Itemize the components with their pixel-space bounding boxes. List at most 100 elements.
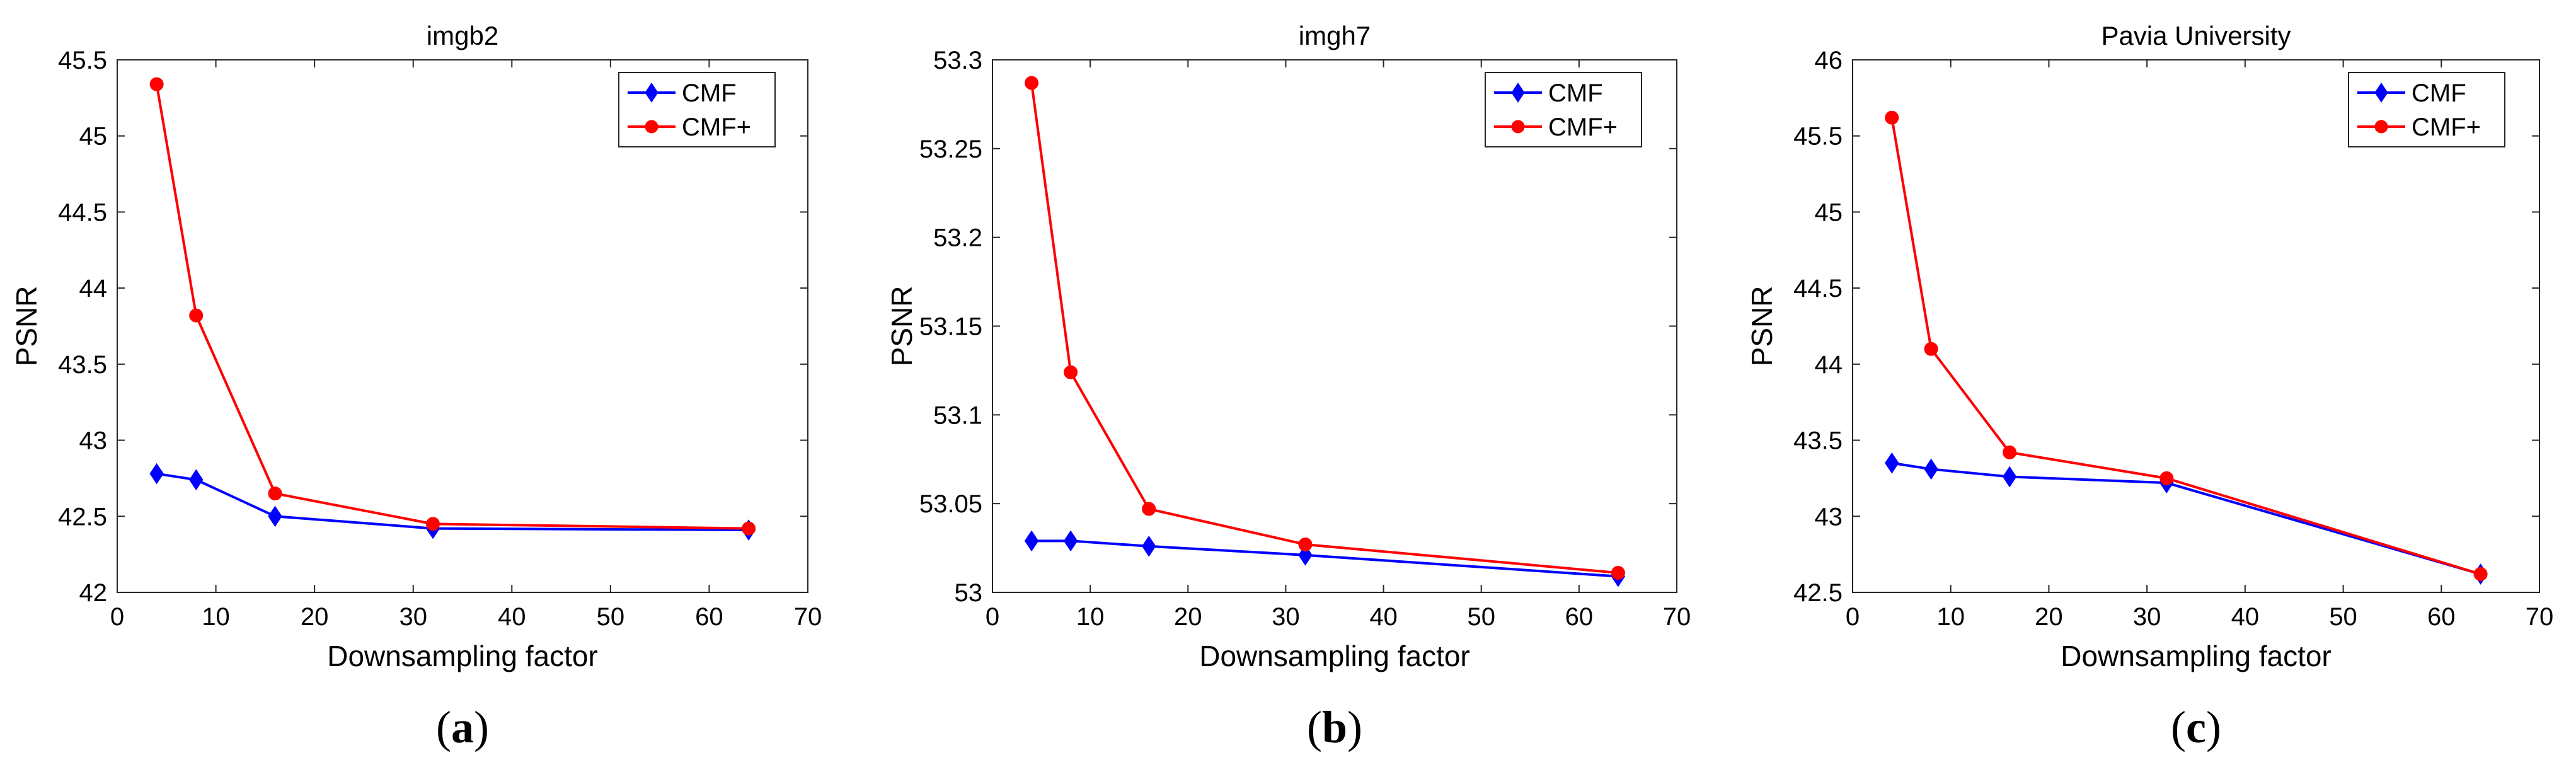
data-point-cmf-plus [1885, 110, 1899, 125]
y-tick-label: 53.25 [919, 135, 982, 163]
legend-label: CMF+ [2412, 113, 2481, 141]
y-tick-label: 53.15 [919, 313, 982, 341]
y-tick-label: 45.5 [58, 47, 107, 74]
x-axis-label: Downsampling factor [2061, 640, 2332, 672]
chart-title: Pavia University [2101, 21, 2291, 50]
legend-label: CMF [1548, 79, 1603, 107]
x-axis-label: Downsampling factor [1199, 640, 1470, 672]
chart-title: imgb2 [427, 21, 498, 50]
legend-label: CMF [682, 79, 737, 107]
data-point-cmf-plus [2159, 471, 2174, 485]
y-tick-label: 42.5 [58, 503, 107, 531]
data-point-cmf-plus [2473, 567, 2488, 582]
y-tick-label: 43 [79, 427, 108, 455]
subfigure-caption: (b) [1307, 702, 1362, 752]
y-tick-label: 53.1 [933, 401, 982, 429]
data-point-cmf-plus [189, 308, 204, 323]
legend-marker-circle-icon [645, 120, 658, 134]
x-tick-label: 30 [1272, 603, 1300, 631]
data-point-cmf-plus [742, 521, 756, 536]
subfigure-caption: (a) [436, 702, 489, 752]
data-point-cmf [1024, 530, 1039, 552]
y-tick-label: 42.5 [1793, 579, 1843, 607]
legend-marker-diamond-icon [2374, 83, 2388, 103]
y-axis-label: PSNR [1745, 286, 1778, 367]
chart-panel-b: 0 10 20 30 40 50 60 70 53 53.05 53.1 53.15 53.2 53.25… [885, 21, 1691, 752]
y-tick-label: 45 [1815, 199, 1843, 226]
y-tick-label: 42 [79, 579, 108, 607]
legend-marker-diamond-icon [1511, 83, 1525, 103]
legend-box [618, 72, 776, 147]
data-point-cmf [1885, 452, 1899, 474]
x-tick-label: 20 [1174, 603, 1202, 631]
x-tick-label: 40 [1369, 603, 1398, 631]
y-tick-label: 45 [79, 123, 108, 151]
data-point-cmf [1063, 530, 1078, 552]
data-point-cmf-plus [1611, 566, 1625, 580]
legend-label: CMF+ [1548, 113, 1618, 141]
data-point-cmf-plus [2003, 445, 2017, 459]
y-tick-label: 43.5 [1793, 427, 1843, 455]
x-tick-label: 50 [597, 603, 625, 631]
plot-area-frame [992, 59, 1677, 593]
legend-marker-circle-icon [2374, 120, 2388, 134]
y-axis-label: PSNR [885, 286, 918, 367]
data-point-cmf [1142, 535, 1156, 557]
data-point-cmf [189, 469, 204, 491]
x-tick-label: 30 [2133, 603, 2161, 631]
x-tick-label: 0 [986, 603, 999, 631]
chart-panel-a: 0 10 20 30 40 50 60 70 42 42.5 43 43.5 44 44.5 45 45.5 i… [10, 21, 822, 752]
y-tick-label: 44.5 [1793, 275, 1843, 302]
x-tick-label: 10 [202, 603, 230, 631]
y-tick-label: 46 [1815, 47, 1843, 74]
x-tick-label: 0 [1846, 603, 1860, 631]
legend-box [1485, 72, 1642, 147]
x-tick-label: 60 [2427, 603, 2456, 631]
subfigure-caption: (c) [2171, 702, 2221, 752]
data-point-cmf [268, 505, 282, 527]
y-tick-label: 45.5 [1793, 123, 1843, 151]
data-point-cmf-plus [1025, 76, 1039, 90]
x-tick-label: 10 [1936, 603, 1965, 631]
data-point-cmf [1924, 458, 1938, 480]
x-tick-label: 20 [2035, 603, 2063, 631]
data-point-cmf-plus [1924, 342, 1938, 356]
x-tick-label: 70 [794, 603, 822, 631]
y-tick-label: 53.2 [933, 224, 982, 252]
y-tick-label: 44 [79, 275, 108, 302]
x-tick-label: 40 [2231, 603, 2260, 631]
x-tick-label: 60 [695, 603, 723, 631]
legend-box [2348, 72, 2505, 147]
y-tick-label: 53.3 [933, 47, 982, 74]
plot-area-frame [117, 59, 808, 593]
y-tick-label: 43 [1815, 503, 1843, 531]
y-axis-label: PSNR [10, 286, 43, 367]
x-tick-label: 20 [301, 603, 329, 631]
x-tick-label: 30 [399, 603, 427, 631]
x-tick-label: 70 [2526, 603, 2554, 631]
data-point-cmf [149, 463, 164, 485]
legend-label: CMF [2412, 79, 2466, 107]
y-tick-label: 53.05 [919, 490, 982, 518]
x-tick-label: 50 [2329, 603, 2357, 631]
data-point-cmf-plus [1064, 365, 1078, 379]
y-tick-label: 44.5 [58, 199, 107, 226]
chart-panel-c: 0 10 20 30 40 50 60 70 42.5 43 43.5 44 44.5 45 45.5 46 P… [1745, 21, 2553, 752]
data-point-cmf-plus [1142, 502, 1156, 516]
x-tick-label: 50 [1467, 603, 1495, 631]
data-point-cmf-plus [426, 517, 440, 531]
legend-marker-circle-icon [1511, 120, 1525, 134]
x-axis-label: Downsampling factor [327, 640, 598, 672]
legend-marker-diamond-icon [645, 83, 658, 103]
data-point-cmf-plus [149, 77, 164, 91]
x-tick-label: 60 [1565, 603, 1594, 631]
x-tick-label: 70 [1663, 603, 1691, 631]
chart-title: imgh7 [1299, 21, 1371, 50]
plot-area-frame [1852, 59, 2540, 593]
legend-label: CMF+ [682, 113, 751, 141]
x-tick-label: 10 [1076, 603, 1105, 631]
y-tick-label: 44 [1815, 351, 1843, 379]
data-point-cmf [2002, 466, 2017, 488]
data-point-cmf-plus [268, 486, 282, 501]
